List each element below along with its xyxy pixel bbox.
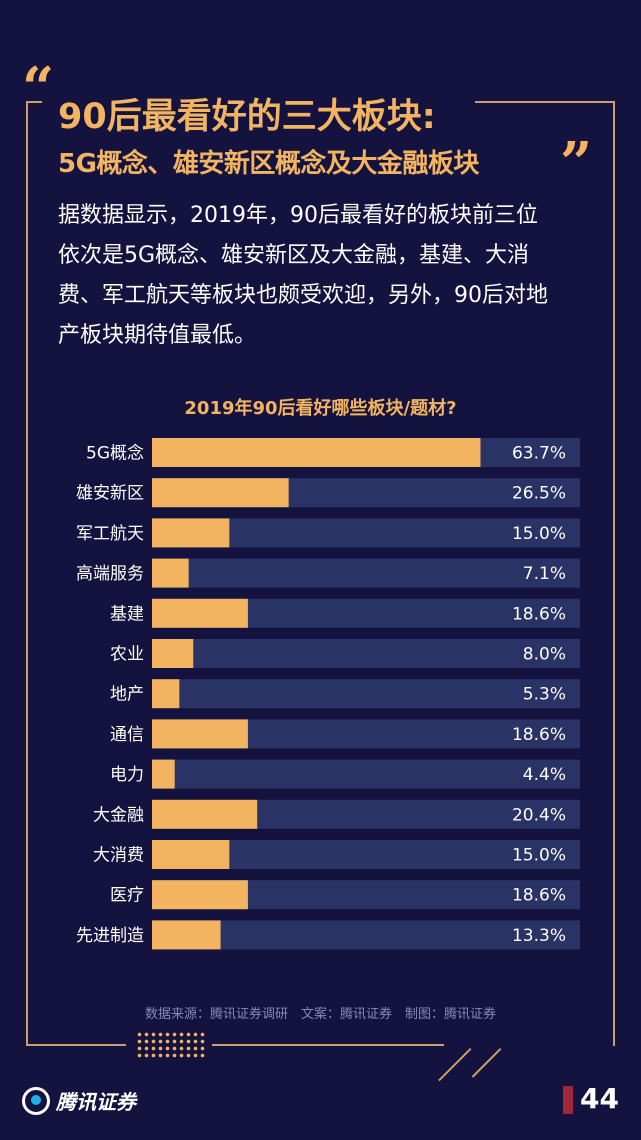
category-label: 基建 [110, 604, 144, 624]
summary-line: 依次是5G概念、雄安新区及大金融，基建、大消 [58, 243, 530, 268]
bar-track [152, 679, 580, 709]
close-quote-mark: ” [560, 130, 593, 196]
frame-right-line [613, 101, 615, 1046]
brand-logo: 腾讯证券 [22, 1086, 136, 1115]
bar [152, 840, 230, 869]
decorative-slash [438, 1048, 472, 1082]
bar [152, 799, 258, 829]
value-label: 18.6% [512, 604, 566, 624]
category-label: 通信 [110, 725, 144, 745]
category-label: 雄安新区 [76, 484, 144, 504]
bar-track [152, 558, 580, 588]
bar [152, 558, 189, 588]
bar-track [152, 920, 580, 950]
bar-track [152, 759, 580, 789]
category-label: 先进制造 [76, 926, 144, 946]
value-label: 63.7% [512, 444, 566, 464]
value-label: 18.6% [512, 886, 566, 906]
value-label: 15.0% [512, 846, 566, 866]
decorative-dot-grid [136, 1031, 206, 1059]
summary-line: 产板块期待值最低。 [58, 323, 257, 348]
tencent-logo-icon [22, 1086, 50, 1115]
bar [152, 920, 221, 950]
frame-top-left-line [26, 101, 42, 103]
bar [152, 518, 230, 548]
value-label: 15.0% [512, 524, 566, 544]
value-label: 13.3% [512, 926, 566, 946]
category-label: 高端服务 [76, 564, 144, 584]
bar [152, 759, 175, 789]
category-label: 农业 [110, 645, 144, 665]
summary-paragraph: 据数据显示，2019年，90后最看好的板块前三位 依次是5G概念、雄安新区及大金… [58, 196, 593, 356]
bar [152, 438, 481, 467]
bar [152, 478, 289, 508]
frame-top-right-line [475, 101, 615, 103]
bar-chart: 5G概念 63.7% 雄安新区 26.5% 军工航天 15.0% 高端服务 7.1% 基建 18.… [76, 438, 580, 950]
frame-bottom-left-line [26, 1044, 126, 1046]
source-credit: 数据来源：腾讯证券调研 文案：腾讯证券 制图：腾讯证券 [144, 1007, 496, 1022]
page-title: 90后最看好的三大板块: [58, 97, 436, 137]
value-label: 4.4% [523, 765, 566, 785]
bar-track [152, 639, 580, 668]
bar [152, 598, 248, 628]
bar [152, 639, 194, 668]
page-subtitle: 5G概念、雄安新区概念及大金融板块 [58, 149, 479, 179]
bar [152, 880, 248, 910]
page-number: 44 [580, 1082, 619, 1115]
value-label: 20.4% [512, 805, 566, 825]
open-quote-mark: “ [22, 55, 55, 121]
value-label: 5.3% [523, 685, 566, 705]
brand-name: 腾讯证券 [56, 1090, 136, 1114]
category-label: 地产 [110, 685, 144, 705]
category-label: 电力 [110, 765, 144, 785]
category-label: 军工航天 [76, 524, 144, 544]
bar [152, 679, 180, 709]
summary-line: 据数据显示，2019年，90后最看好的板块前三位 [58, 203, 538, 228]
chart-title: 2019年90后看好哪些板块/题材? [184, 398, 457, 419]
summary-line: 费、军工航天等板块也颇受欢迎，另外，90后对地 [58, 283, 548, 308]
frame-bottom-right-line [212, 1044, 444, 1046]
category-label: 大消费 [93, 846, 144, 866]
value-label: 7.1% [523, 564, 566, 584]
value-label: 18.6% [512, 725, 566, 745]
category-label: 医疗 [110, 886, 144, 906]
value-label: 26.5% [512, 484, 566, 504]
decorative-slash [471, 1048, 502, 1078]
category-label: 5G概念 [86, 443, 144, 464]
value-label: 8.0% [523, 645, 566, 665]
page-number-accent [563, 1086, 573, 1114]
bar [152, 719, 248, 749]
frame-left-line [26, 101, 28, 1046]
category-label: 大金融 [93, 805, 144, 825]
